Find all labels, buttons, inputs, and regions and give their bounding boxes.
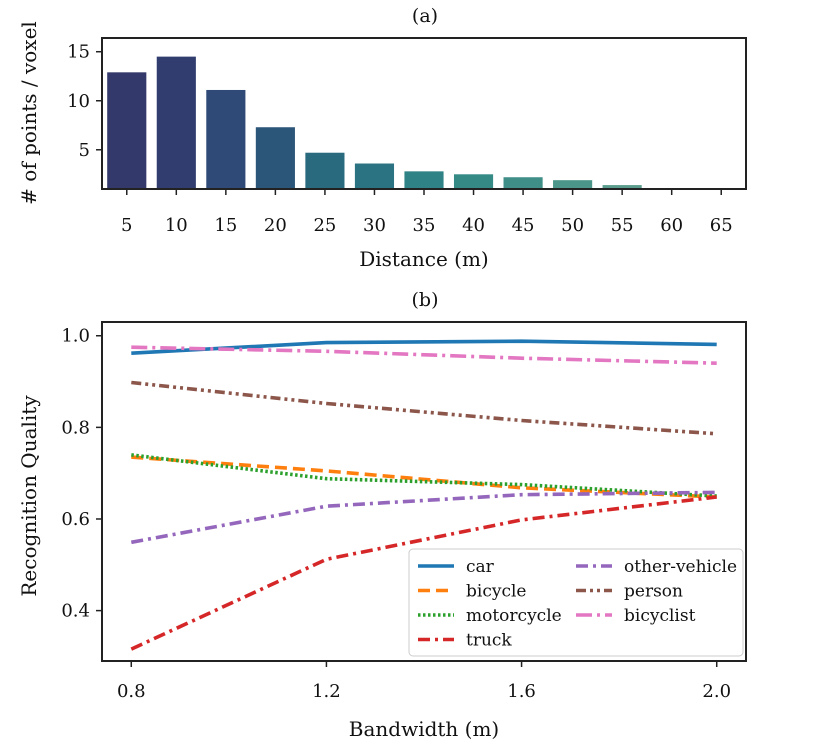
y-tick-label: 0.8	[61, 417, 90, 438]
panel-b-axes-frame	[101, 321, 747, 662]
bar-50	[553, 180, 593, 189]
y-tick-label: 0.4	[61, 601, 90, 622]
panel-b-y-ticks: 0.4 0.6 0.8 1.0	[61, 326, 102, 622]
bar-10	[156, 56, 196, 190]
panel-b-title: (b)	[412, 289, 439, 311]
series-line-truck	[130, 495, 717, 651]
bar-25	[305, 152, 345, 189]
panel-b-legend: car bicycle motorcycle truck other-vehicle pe…	[408, 548, 744, 657]
x-tick-label: 35	[413, 215, 436, 236]
panel-b-series-lines	[130, 339, 717, 651]
bar-45	[503, 177, 543, 189]
y-tick-label: 10	[67, 91, 90, 112]
panel-a-bar-chart: (a) 5 10 15 5 10 15 20 25 30 35 40 45 50 55 60 65 Dist…	[17, 5, 747, 271]
legend-box	[408, 548, 744, 657]
x-tick-label: 1.2	[312, 681, 341, 702]
panel-b-y-axis-label: Recognition Quality	[17, 395, 41, 597]
panel-a-x-axis-label: Distance (m)	[359, 247, 489, 271]
x-tick-label: 40	[462, 215, 485, 236]
panel-a-bars	[107, 56, 741, 190]
legend-label-truck: truck	[466, 631, 512, 651]
bar-20	[255, 127, 295, 189]
x-tick-label: 25	[313, 215, 336, 236]
bar-30	[354, 163, 395, 189]
x-tick-label: 15	[214, 215, 237, 236]
x-tick-label: 65	[710, 215, 733, 236]
x-tick-label: 45	[512, 215, 535, 236]
panel-a-x-ticks: 5 10 15 20 25 30 35 40 45 50 55 60 65	[121, 189, 733, 236]
x-tick-label: 1.6	[507, 681, 536, 702]
series-line-bicycle	[131, 455, 717, 499]
series-line-bicyclist	[131, 345, 717, 365]
legend-label-motorcycle: motorcycle	[466, 606, 562, 626]
series-line-other-vehicle	[130, 490, 717, 545]
panel-b-x-ticks: 0.8 1.2 1.6 2.0	[117, 661, 731, 702]
x-tick-label: 55	[611, 215, 634, 236]
bar-15	[206, 89, 246, 189]
x-tick-label: 30	[363, 215, 386, 236]
bar-55	[602, 185, 642, 189]
legend-label-person: person	[624, 582, 683, 602]
y-tick-label: 15	[67, 42, 90, 63]
legend-label-bicycle: bicycle	[466, 582, 526, 602]
panel-b-x-axis-label: Bandwidth (m)	[349, 717, 499, 741]
x-tick-label: 50	[561, 215, 584, 236]
legend-label-bicyclist: bicyclist	[624, 606, 696, 626]
series-line-car	[131, 339, 717, 355]
x-tick-label: 20	[264, 215, 287, 236]
y-tick-label: 1.0	[61, 326, 90, 347]
bar-5	[107, 72, 147, 189]
y-tick-label: 0.6	[61, 509, 90, 530]
panel-a-y-ticks: 5 10 15	[67, 42, 102, 161]
series-line-motorcycle	[131, 453, 717, 498]
legend-label-other-vehicle: other-vehicle	[624, 557, 737, 577]
bar-35	[404, 171, 444, 189]
x-tick-label: 5	[121, 215, 132, 236]
y-tick-label: 5	[79, 140, 90, 161]
panel-b-line-chart: (b) 0.4 0.6 0.8 1.0 0.8 1.2 1.6 2.0 Bandwidth …	[17, 289, 747, 741]
panel-a-title: (a)	[412, 5, 438, 27]
x-tick-label: 10	[165, 215, 188, 236]
bar-40	[453, 174, 494, 189]
panel-a-y-axis-label: # of points / voxel	[17, 21, 41, 205]
x-tick-label: 2.0	[702, 681, 731, 702]
x-tick-label: 60	[660, 215, 683, 236]
legend-label-car: car	[466, 557, 495, 577]
series-line-person	[131, 380, 717, 436]
panel-a-axes-frame	[101, 37, 747, 190]
x-tick-label: 0.8	[117, 681, 146, 702]
